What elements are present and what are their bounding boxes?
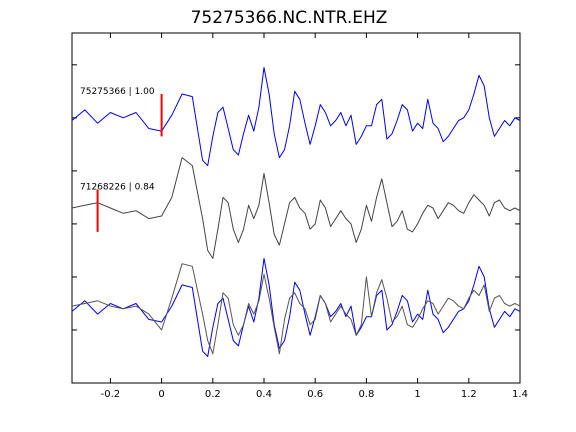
x-tick-label: 0.6 — [307, 389, 323, 400]
x-tick-label: -0.2 — [101, 389, 121, 400]
trace-label: 75275366 | 1.00 — [80, 87, 155, 97]
chart-title: 75275366.NC.NTR.EHZ — [191, 8, 388, 28]
x-tick-label: 1.4 — [512, 389, 528, 400]
x-tick-label: 0 — [158, 389, 164, 400]
x-tick-label: 0.2 — [205, 389, 221, 400]
waveform-trace — [71, 157, 521, 259]
waveform-trace — [71, 263, 521, 355]
waveform-trace — [71, 67, 521, 167]
waveform-trace — [71, 257, 521, 357]
trace-label: 71268226 | 0.84 — [80, 182, 155, 192]
axes-frame — [71, 32, 521, 384]
x-tick-label: 1 — [414, 389, 420, 400]
x-tick-label: 0.4 — [256, 389, 272, 400]
plot-area: -0.2 0 0.2 0.4 0.6 0.8 1 1.2 1.4 75275366 | 1.00 7… — [71, 32, 528, 400]
x-tick-label: 1.2 — [461, 389, 477, 400]
x-tick-label: 0.8 — [358, 389, 374, 400]
